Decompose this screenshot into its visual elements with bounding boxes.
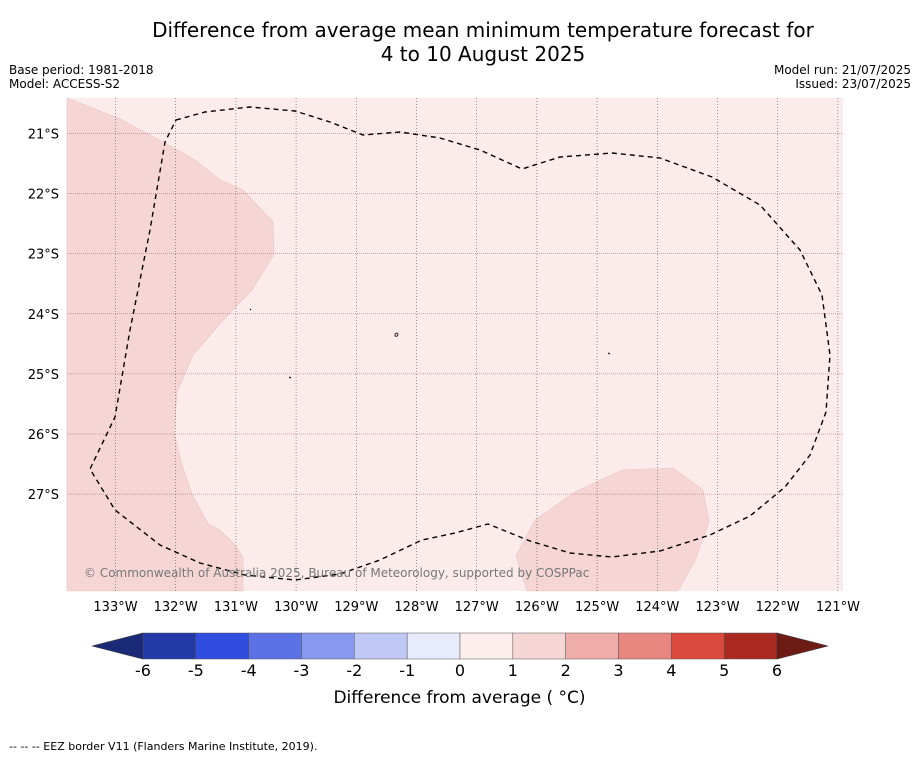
colorbar-tick-label: -3 xyxy=(294,661,310,680)
island xyxy=(607,352,611,355)
eez-border xyxy=(89,106,831,581)
colorbar-swatch xyxy=(354,632,408,660)
lon-tick-label: 133°W xyxy=(93,600,137,615)
colorbar-swatch xyxy=(512,632,566,660)
lat-tick-label: 26°S xyxy=(28,428,59,443)
meta-right: Model run: 21/07/2025 Issued: 23/07/2025 xyxy=(774,63,911,91)
colorbar-tick-label: -6 xyxy=(135,661,151,680)
colorbar-tick-label: -4 xyxy=(241,661,257,680)
lon-tick-label: 122°W xyxy=(756,600,800,615)
colorbar-swatch xyxy=(618,632,672,660)
colorbar-swatch xyxy=(723,632,778,660)
meta-left: Base period: 1981-2018 Model: ACCESS-S2 xyxy=(9,63,154,91)
lon-tick-label: 121°W xyxy=(816,600,860,615)
colorbar-swatch xyxy=(406,632,461,660)
colorbar-tick-label: -5 xyxy=(188,661,204,680)
lat-tick-label: 27°S xyxy=(28,488,59,503)
colorbar-swatch xyxy=(565,632,619,660)
lon-tick-label: 129°W xyxy=(334,600,378,615)
colorbar-tick-label: -1 xyxy=(399,661,415,680)
model-text: Model: ACCESS-S2 xyxy=(9,77,121,91)
colorbar-swatch xyxy=(195,632,249,660)
latitude-labels: 21°S 22°S 23°S 24°S 25°S 26°S 27°S xyxy=(28,128,59,504)
lon-tick-label: 131°W xyxy=(214,600,258,615)
title-line-1: Difference from average mean minimum tem… xyxy=(152,18,814,42)
lat-tick-label: 25°S xyxy=(28,368,59,383)
lon-tick-label: 124°W xyxy=(635,600,679,615)
island xyxy=(249,308,252,311)
lat-tick-label: 22°S xyxy=(28,188,59,203)
lon-tick-label: 132°W xyxy=(154,600,198,615)
title-line-2: 4 to 10 August 2025 xyxy=(380,42,586,66)
lat-tick-label: 24°S xyxy=(28,308,59,323)
colorbar: -6 -5 -4 -3 -2 -1 0 1 2 3 4 5 6 xyxy=(91,632,829,680)
colorbar-low-extend xyxy=(91,632,144,660)
colorbar-swatch xyxy=(248,632,302,660)
colorbar-swatch xyxy=(142,632,197,660)
colorbar-tick-label: 5 xyxy=(719,661,729,680)
colorbar-tick-label: 2 xyxy=(561,661,571,680)
colorbar-tick-label: 1 xyxy=(508,661,518,680)
map-title: Difference from average mean minimum tem… xyxy=(0,18,919,66)
lon-tick-label: 127°W xyxy=(455,600,499,615)
lat-tick-label: 23°S xyxy=(28,248,59,263)
copyright-text: © Commonwealth of Australia 2025, Bureau… xyxy=(84,566,589,580)
colorbar-high-extend xyxy=(776,632,829,660)
lon-tick-label: 123°W xyxy=(695,600,739,615)
longitude-labels: 133°W 132°W 131°W 130°W 129°W 128°W 127°W 126°W… xyxy=(93,600,860,615)
colorbar-swatch xyxy=(301,632,355,660)
model-run-text: Model run: 21/07/2025 xyxy=(773,63,911,77)
base-period-text: Base period: 1981-2018 xyxy=(9,63,154,77)
island xyxy=(288,376,292,379)
islands xyxy=(249,308,611,379)
island xyxy=(394,332,399,337)
anomaly-regions xyxy=(66,97,710,592)
colorbar-tick-label: 3 xyxy=(613,661,623,680)
colorbar-tick-label: 6 xyxy=(772,661,782,680)
anomaly-patch-southeast xyxy=(515,467,710,592)
colorbar-label: Difference from average ( °C) xyxy=(333,688,586,708)
colorbar-swatch xyxy=(459,632,514,660)
anomaly-patch-west xyxy=(66,97,275,592)
lon-tick-label: 125°W xyxy=(575,600,619,615)
colorbar-tick-label: 0 xyxy=(455,661,465,680)
graticule xyxy=(67,98,843,591)
lon-tick-label: 128°W xyxy=(394,600,438,615)
eez-footnote: -- -- -- EEZ border V11 (Flanders Marine… xyxy=(9,740,318,753)
colorbar-tick-label: -2 xyxy=(346,661,362,680)
colorbar-swatch xyxy=(671,632,725,660)
issued-text: Issued: 23/07/2025 xyxy=(795,77,911,91)
lat-tick-label: 21°S xyxy=(28,128,59,143)
lon-tick-label: 126°W xyxy=(515,600,559,615)
lon-tick-label: 130°W xyxy=(274,600,318,615)
colorbar-tick-label: 4 xyxy=(666,661,676,680)
